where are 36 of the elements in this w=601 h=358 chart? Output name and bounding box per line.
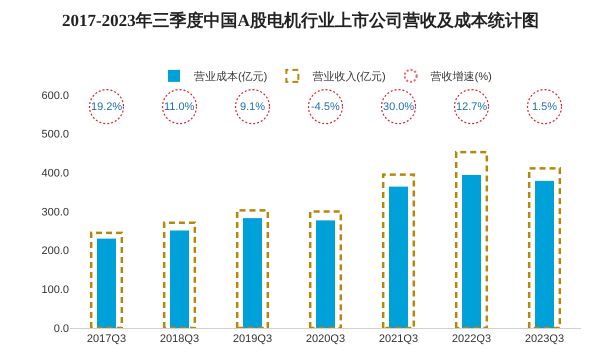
x-tick-label: 2022Q3 <box>452 333 492 346</box>
y-tick-label: 0.0 <box>54 322 69 335</box>
annotation: 11.0% <box>164 101 195 113</box>
y-tick-label: 400.0 <box>41 168 69 180</box>
legend-label: 营业收入(亿元) <box>312 70 386 84</box>
x-tick-label: 2023Q3 <box>524 333 564 346</box>
bar <box>90 232 124 328</box>
y-tick-label: 300.0 <box>41 206 69 218</box>
bar <box>528 167 562 328</box>
bar <box>454 150 488 328</box>
bar <box>535 180 554 328</box>
x-tick-label: 2019Q3 <box>232 333 272 346</box>
legend-label: 营业成本(亿元) <box>194 70 268 84</box>
y-tick-label: 500.0 <box>41 128 69 141</box>
bar <box>316 220 335 328</box>
bar <box>462 175 481 328</box>
bar <box>382 173 416 328</box>
x-tick-label: 2021Q3 <box>378 333 418 346</box>
y-tick-label: 200.0 <box>41 245 69 258</box>
x-tick-label: 2020Q3 <box>306 333 346 346</box>
bar <box>389 186 408 328</box>
annotation: 9.1% <box>240 101 266 113</box>
x-tick-label: 2017Q3 <box>86 333 126 346</box>
annotation: 19.2% <box>91 101 122 113</box>
x-tick-label: 2018Q3 <box>160 333 200 346</box>
bar <box>236 209 270 328</box>
legend-label: 营收增速(%) <box>430 70 492 84</box>
y-tick-label: 100.0 <box>41 284 69 296</box>
annotation: 30.0% <box>383 101 414 113</box>
bar <box>308 210 342 328</box>
annotation: 1.5% <box>532 101 558 113</box>
chart-title: 2017-2023年三季度中国A股电机行业上市公司营收及成本统计图 <box>62 11 539 30</box>
annotation: -4.5% <box>311 101 340 113</box>
y-tick-label: 600.0 <box>41 90 69 102</box>
bar <box>162 222 196 328</box>
annotation: 12.7% <box>456 101 488 113</box>
